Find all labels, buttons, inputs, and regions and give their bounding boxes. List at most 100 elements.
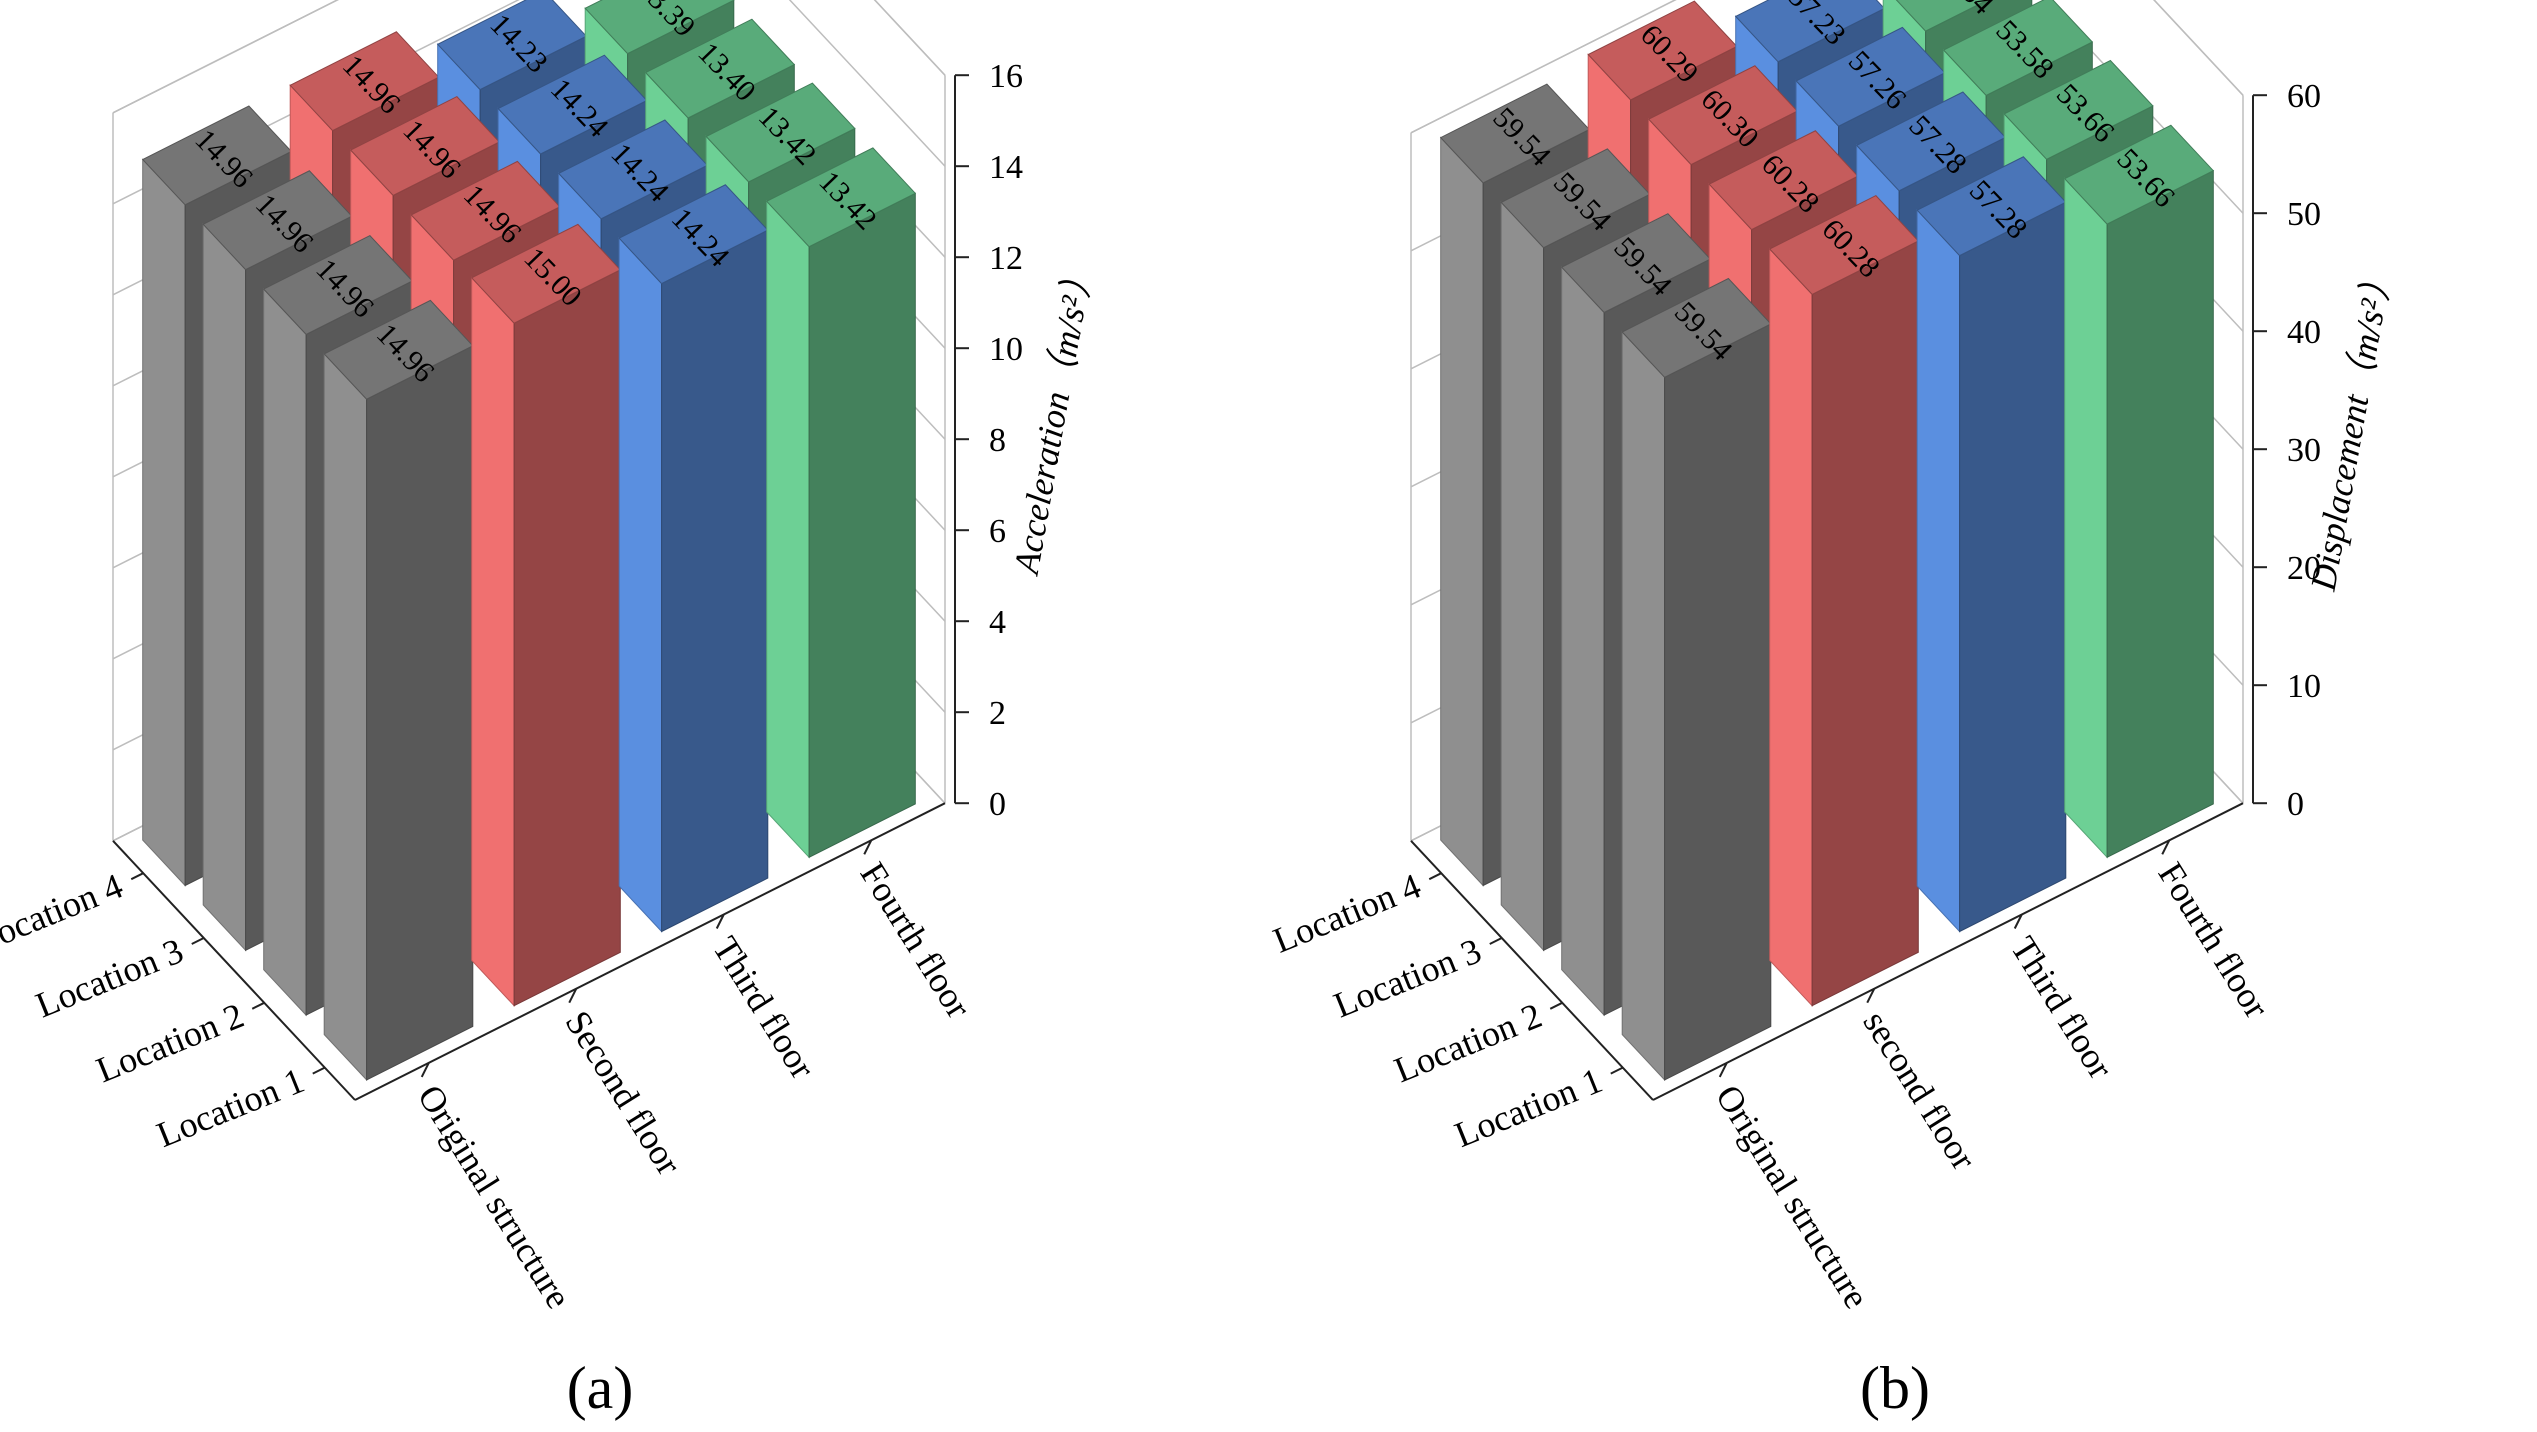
y-tick-label-location-4: Location 4 — [0, 866, 128, 961]
y-tick — [312, 1066, 326, 1075]
bar-top-face — [1621, 277, 1772, 378]
x-tick — [1718, 1062, 1728, 1078]
bar-top-face — [1895, 0, 1989, 32]
bar-side-face — [1769, 247, 1813, 1007]
x-tick — [863, 839, 873, 855]
bar-top-face — [2063, 124, 2215, 225]
bar-top-face — [618, 184, 769, 285]
bar-side-face — [1561, 265, 1605, 1017]
bar-side-face — [471, 276, 515, 1007]
bar-top-face — [1500, 148, 1651, 249]
y-tick — [130, 872, 144, 881]
y-tick-label-location-1: Location 1 — [151, 1060, 310, 1155]
bar-front-face — [661, 229, 769, 933]
z-tick-label: 12 — [989, 240, 1023, 277]
y-tick-label-location-2: Location 2 — [91, 995, 250, 1090]
bar-top-face — [765, 147, 917, 248]
bar-side-face — [323, 352, 368, 1082]
z-tick-label: 6 — [989, 513, 1006, 550]
bar-side-face — [263, 287, 307, 1017]
wall-edge — [2153, 0, 2244, 96]
z-tick-label: 60 — [2287, 78, 2321, 115]
z-tick-label: 2 — [989, 695, 1006, 732]
x-tick — [568, 988, 578, 1004]
y-axis-line — [112, 840, 356, 1101]
z-tick-label: 20 — [2287, 550, 2321, 587]
wall-edge — [112, 0, 339, 114]
bar-top-face — [557, 119, 709, 220]
bar-front-face — [1811, 240, 1919, 1007]
bar-side-face — [202, 223, 247, 952]
bar-fourth-floor-location-1: 53.66 — [2063, 124, 2215, 859]
bar-third-floor-location-1: 57.28 — [1916, 156, 2067, 933]
bar-top-face — [349, 95, 501, 197]
wall-edge — [873, 0, 946, 76]
bar-front-face — [513, 268, 621, 1007]
bar-side-face — [618, 236, 663, 933]
x-tick-label-second-floor: Second floor — [557, 1004, 689, 1182]
y-tick-label-location-2: Location 2 — [1389, 995, 1548, 1090]
z-tick-label: 4 — [989, 604, 1006, 641]
bar-side-face — [1440, 136, 1484, 887]
z-tick-label: 0 — [989, 786, 1006, 823]
bar-second-floor-location-1: 15.00 — [470, 223, 622, 1007]
y-tick — [1489, 937, 1503, 945]
x-tick-label-original-structure: Original structure — [1708, 1078, 1877, 1315]
y-tick — [251, 1001, 265, 1010]
panel-a-acceleration-chart: 0 2 4 6 8 10 12 14 16 Acceleration（m/s²） Original … — [0, 0, 1100, 1315]
bar-side-face — [2064, 177, 2108, 859]
bars: 14.9614.9614.2313.3914.9614.9614.2413.40… — [141, 0, 917, 1082]
panel-a-caption: (a) — [567, 1355, 634, 1421]
z-tick-label: 0 — [2287, 786, 2304, 823]
bar-front-face — [366, 344, 474, 1081]
z-tick-label: 50 — [2287, 196, 2321, 233]
bar-front-face — [808, 192, 916, 859]
y-tick-label-location-4: Location 4 — [1268, 866, 1427, 961]
bar-front-face — [2106, 169, 2214, 859]
x-tick — [2013, 914, 2023, 929]
y-tick — [1428, 872, 1442, 881]
bar-fourth-floor-location-1: 13.42 — [765, 147, 917, 859]
y-tick — [1549, 1001, 1563, 1010]
bar-top-face — [323, 299, 474, 400]
y-tick — [1610, 1066, 1624, 1075]
bar-third-floor-location-1: 14.24 — [618, 184, 769, 933]
bar-top-face — [705, 82, 856, 183]
bar-second-floor-location-1: 60.28 — [1768, 194, 1920, 1007]
bar-front-face — [1664, 323, 1772, 1081]
bar-side-face — [142, 158, 186, 887]
bar-original-structure-location-1: 14.96 — [323, 299, 474, 1082]
x-tick-label-third-floor: Third floor — [705, 930, 823, 1086]
x-axis-line — [1652, 802, 2244, 1101]
x-tick-label-fourth-floor: Fourth floor — [852, 855, 979, 1025]
bar-top-face — [470, 223, 622, 324]
x-tick-label-fourth-floor: Fourth floor — [2150, 855, 2277, 1025]
bar-top-face — [584, 0, 735, 55]
x-tick — [2161, 839, 2171, 855]
bar-top-face — [410, 160, 561, 261]
z-tick-label: 14 — [989, 149, 1023, 186]
bar-top-face — [1768, 194, 1920, 296]
bar-side-face — [766, 200, 810, 859]
bar-front-face — [1959, 201, 2067, 933]
y-tick-label-location-1: Location 1 — [1449, 1060, 1608, 1155]
z-axis-title: Acceleration（m/s²） — [1006, 258, 1101, 579]
bar-top-face — [1439, 83, 1591, 184]
panel-b-caption: (b) — [1860, 1355, 1930, 1421]
bar-top-face — [436, 0, 588, 91]
y-tick — [191, 937, 205, 945]
bar-top-face — [497, 54, 648, 155]
bar-top-face — [262, 234, 414, 336]
panel-b-displacement-chart: 0 10 20 30 40 50 60 Displacement（m/s²） Original … — [1268, 0, 2400, 1315]
bar-top-face — [644, 18, 796, 119]
z-tick-label: 30 — [2287, 432, 2321, 469]
x-tick-label-third-floor: Third floor — [2003, 930, 2121, 1086]
x-axis-line — [354, 802, 946, 1101]
bar-top-face — [141, 105, 293, 206]
bar-top-face — [2003, 59, 2154, 160]
wall-edge — [1410, 0, 1677, 134]
bars: 59.5460.2957.2353.5459.5460.3057.2653.58… — [1439, 0, 2215, 1082]
bar-side-face — [1916, 208, 1961, 933]
bar-top-face — [202, 170, 353, 271]
